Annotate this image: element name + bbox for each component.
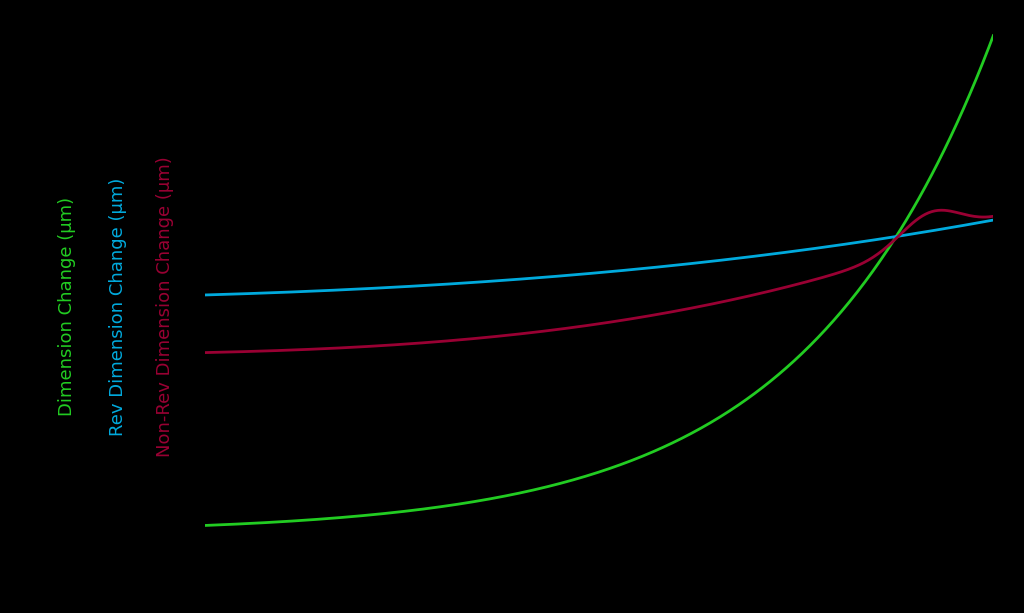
Text: Dimension Change (µm): Dimension Change (µm)	[57, 197, 76, 416]
Text: Rev Dimension Change (µm): Rev Dimension Change (µm)	[110, 177, 127, 436]
Text: Non-Rev Dimension Change (µm): Non-Rev Dimension Change (µm)	[157, 156, 174, 457]
